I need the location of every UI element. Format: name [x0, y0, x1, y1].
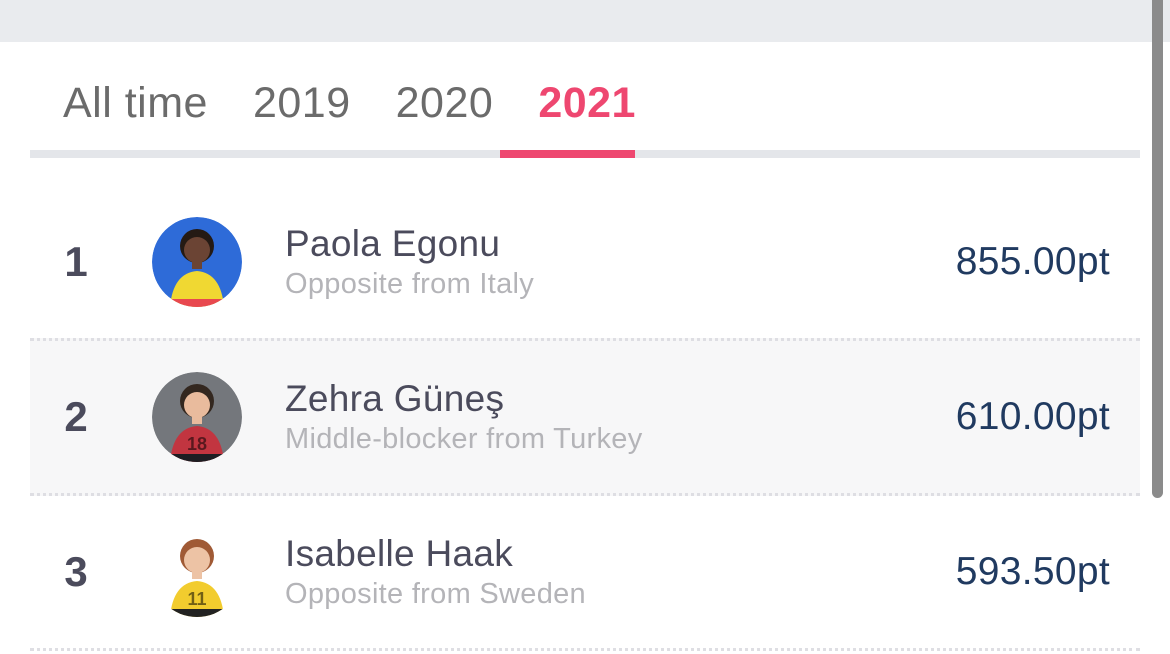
ranking-list: 1 Paola Egonu Opposite from Italy 855.00…	[30, 186, 1140, 651]
top-band	[0, 0, 1170, 42]
list-item[interactable]: 1 Paola Egonu Opposite from Italy 855.00…	[30, 186, 1140, 338]
player-name: Paola Egonu	[285, 223, 501, 264]
tab-all-time[interactable]: All time	[63, 79, 208, 127]
player-description: Opposite from Sweden	[285, 578, 586, 610]
player-points: 610.00pt	[955, 395, 1110, 438]
tab-2020[interactable]: 2020	[395, 79, 494, 127]
vertical-scrollbar-thumb[interactable]	[1152, 0, 1163, 498]
tab-bar: All time 2019 2020 2021	[63, 78, 636, 128]
player-photo-placeholder: 18	[152, 372, 242, 462]
rank-number: 1	[64, 238, 88, 285]
tab-2019[interactable]: 2019	[252, 79, 351, 127]
avatar: 11	[152, 527, 242, 617]
svg-text:18: 18	[187, 434, 207, 454]
player-photo-placeholder: 11	[152, 527, 242, 617]
player-points: 593.50pt	[955, 550, 1110, 593]
avatar: 18	[152, 372, 242, 462]
player-name: Zehra Güneş	[285, 378, 505, 419]
rank-number: 3	[64, 548, 88, 595]
avatar	[152, 217, 242, 307]
player-info: Isabelle Haak Opposite from Sweden	[285, 532, 956, 612]
player-info: Zehra Güneş Middle-blocker from Turkey	[285, 377, 956, 457]
player-description: Middle-blocker from Turkey	[285, 423, 643, 455]
tab-underline-track	[30, 150, 1140, 158]
player-description: Opposite from Italy	[285, 268, 535, 300]
list-item[interactable]: 3 11 Isabelle Haak Opposite from Sweden …	[30, 496, 1140, 651]
tab-2021[interactable]: 2021	[538, 79, 636, 127]
active-tab-indicator	[500, 150, 635, 158]
player-points: 855.00pt	[955, 240, 1110, 283]
player-name: Isabelle Haak	[285, 533, 514, 574]
rank-number: 2	[64, 393, 88, 440]
player-photo-placeholder	[152, 217, 242, 307]
player-info: Paola Egonu Opposite from Italy	[285, 222, 956, 302]
list-item[interactable]: 2 18 Zehra Güneş Middle-blocker from Tur…	[30, 338, 1140, 496]
svg-text:11: 11	[187, 589, 206, 609]
